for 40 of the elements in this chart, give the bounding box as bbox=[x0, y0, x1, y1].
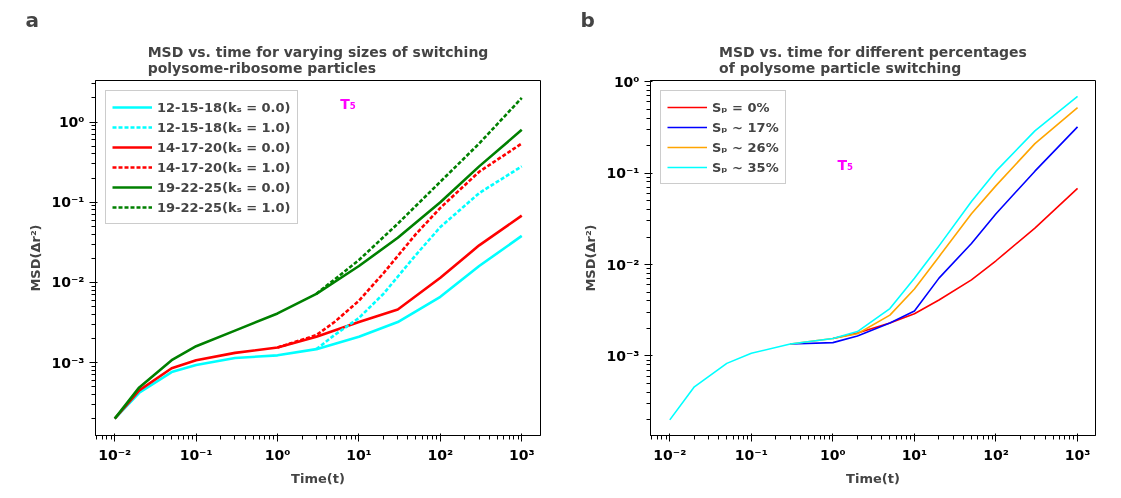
chart-title: MSD vs. time for varying sizes of switching polysome-ribosome particles bbox=[147, 43, 489, 76]
y-tick-label: 10⁻² bbox=[51, 274, 85, 291]
x-tick-label: 10³ bbox=[1064, 446, 1091, 463]
x-tick-label: 10¹ bbox=[346, 446, 372, 463]
x-tick-label: 10⁰ bbox=[264, 446, 291, 463]
legend-label: 19-22-25(kₛ = 0.0) bbox=[157, 179, 291, 195]
y-tick-label: 10⁻² bbox=[606, 256, 640, 273]
legend-label: Sₚ = 0% bbox=[712, 99, 770, 115]
legend-label: 12-15-18(kₛ = 1.0) bbox=[157, 119, 291, 135]
y-tick-label: 10⁻¹ bbox=[51, 194, 85, 211]
y-tick-label: 10⁰ bbox=[613, 73, 640, 90]
y-tick-label: 10⁰ bbox=[58, 114, 85, 131]
legend-label: Sₚ ~ 35% bbox=[712, 159, 779, 175]
x-tick-label: 10⁻¹ bbox=[179, 446, 213, 463]
x-tick-label: 10² bbox=[427, 446, 454, 463]
x-tick-label: 10⁻² bbox=[653, 446, 687, 463]
text: b bbox=[580, 7, 595, 32]
x-tick-label: 10³ bbox=[508, 446, 535, 463]
x-axis-title: Time(t) bbox=[291, 470, 345, 486]
x-tick-label: 10⁻¹ bbox=[734, 446, 768, 463]
annotation: T₅ bbox=[837, 156, 854, 173]
chart-title: MSD vs. time for different percentages of polysome particle switching bbox=[719, 43, 1027, 76]
x-axis-title: Time(t) bbox=[846, 470, 900, 486]
y-axis-title: MSD(Δr²) bbox=[583, 224, 599, 292]
legend-label: Sₚ ~ 17% bbox=[712, 119, 779, 135]
text: a bbox=[25, 7, 39, 32]
legend-label: Sₚ ~ 26% bbox=[712, 139, 779, 155]
x-tick-label: 10⁰ bbox=[820, 446, 846, 463]
y-tick-label: 10⁻¹ bbox=[606, 165, 640, 182]
y-tick-label: 10⁻³ bbox=[51, 354, 85, 371]
y-tick-label: 10⁻³ bbox=[606, 347, 640, 364]
annotation: T₅ bbox=[340, 95, 356, 112]
x-tick-label: 10² bbox=[983, 446, 1009, 463]
x-tick-label: 10⁻² bbox=[98, 446, 132, 463]
x-tick-label: 10¹ bbox=[901, 446, 928, 463]
legend-label: 19-22-25(kₛ = 1.0) bbox=[157, 199, 291, 215]
legend-label: 14-17-20(kₛ = 0.0) bbox=[157, 139, 291, 155]
legend-label: 14-17-20(kₛ = 1.0) bbox=[157, 159, 291, 175]
legend-label: 12-15-18(kₛ = 0.0) bbox=[157, 99, 291, 115]
y-axis-title: MSD(Δr²) bbox=[28, 224, 44, 292]
